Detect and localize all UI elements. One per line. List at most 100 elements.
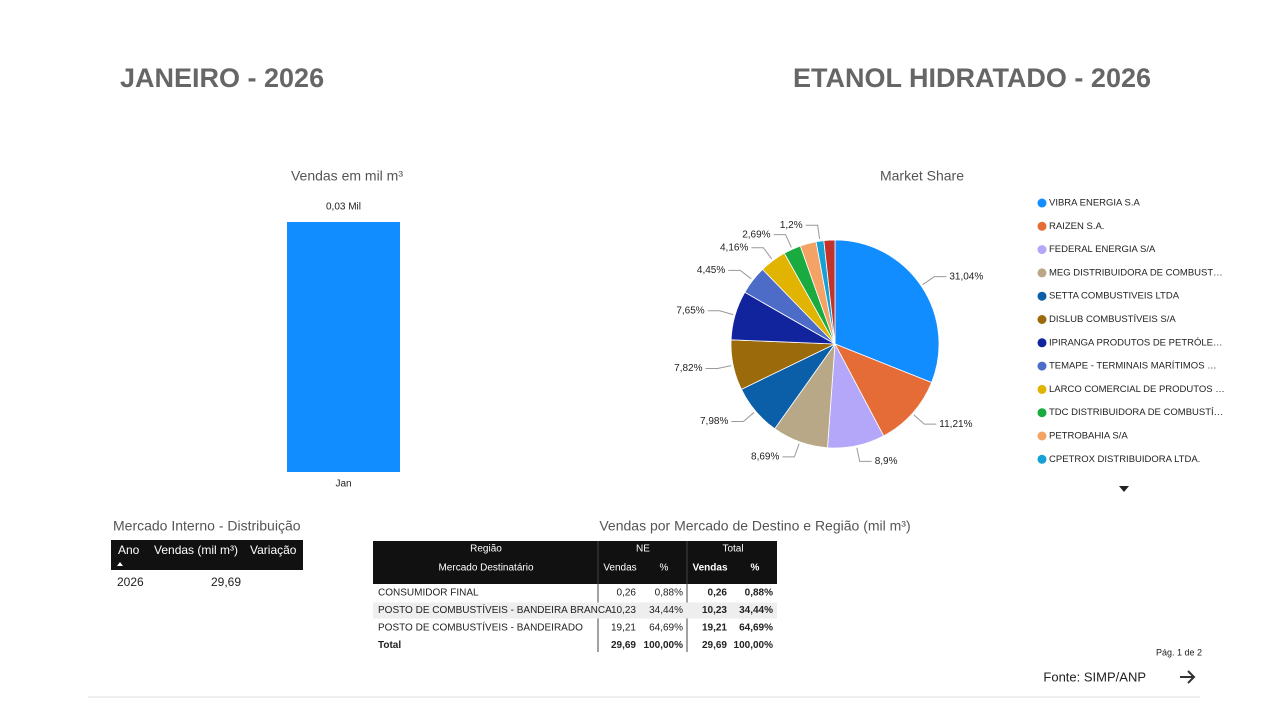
source: Fonte: SIMP/ANP: [1043, 669, 1146, 684]
legend-marker: [1037, 198, 1047, 208]
bar-title: Vendas em mil m³: [291, 168, 403, 184]
table-cell: POSTO DE COMBUSTÍVEIS - BANDEIRADO: [378, 621, 583, 634]
legend-marker: [1037, 245, 1047, 255]
column-header: Vendas: [603, 563, 636, 574]
legend-marker: [1037, 431, 1047, 441]
slice-label: 7,82%: [674, 363, 702, 374]
table-cell: 10,23: [702, 605, 727, 616]
leader-line: [856, 447, 872, 462]
pie-title: Market Share: [880, 168, 964, 184]
column-header: Ano: [118, 543, 140, 557]
slice-label: 2,69%: [742, 229, 770, 240]
slice-label: 31,04%: [949, 271, 983, 282]
table-cell: 2026: [117, 575, 144, 589]
table-header: [111, 540, 303, 570]
table-cell: 100,00%: [644, 640, 684, 651]
legend-label: VIBRA ENERGIA S.A: [1049, 198, 1140, 209]
legend-label: TEMAPE - TERMINAIS MARÍTIMOS …: [1049, 361, 1217, 372]
group-header: Região: [470, 544, 502, 555]
table-cell: 29,69: [702, 640, 727, 651]
table-cell: 29,69: [211, 575, 241, 589]
legend-label: CPETROX DISTRIBUIDORA LTDA.: [1049, 454, 1200, 465]
legend-label: PETROBAHIA S/A: [1049, 431, 1128, 442]
leader-line: [805, 224, 821, 240]
legend-marker: [1037, 361, 1047, 371]
table-cell: 0,26: [617, 588, 637, 599]
table-header: [373, 541, 777, 584]
row-stripe: [373, 602, 777, 619]
leader-line: [751, 247, 773, 260]
leader-line: [773, 234, 792, 248]
group-header: NE: [636, 544, 650, 555]
legend-marker: [1037, 268, 1047, 278]
slice-label: 1,2%: [780, 220, 803, 231]
x-tick-label: Jan: [335, 479, 351, 490]
table-cell: 19,21: [611, 623, 636, 634]
leader-line: [731, 412, 755, 422]
legend-marker: [1037, 454, 1047, 464]
legend-marker: [1037, 221, 1047, 231]
value-label: 0,03 Mil: [326, 202, 361, 213]
table-cell: Total: [378, 640, 401, 651]
legend-marker: [1037, 315, 1047, 324]
legend-label: RAIZEN S.A.: [1049, 221, 1104, 232]
table-cell: 0,88%: [745, 588, 773, 599]
group-header: Total: [722, 544, 743, 555]
legend-marker: [1037, 408, 1047, 418]
table-cell: 0,26: [708, 588, 728, 599]
leader-line: [705, 365, 732, 369]
table-cell: 29,69: [611, 640, 636, 651]
table-cell: 19,21: [702, 623, 727, 634]
legend-marker: [1037, 338, 1047, 348]
slice-label: 4,16%: [720, 242, 748, 253]
table-cell: 64,69%: [739, 623, 773, 634]
slice-label: 8,69%: [751, 452, 779, 463]
legend-marker: [1037, 291, 1047, 301]
next-page[interactable]: [1180, 670, 1196, 684]
bar: [287, 222, 400, 472]
page-number: Pág. 1 de 2: [1156, 647, 1202, 657]
slice-label: 7,98%: [700, 416, 728, 427]
legend-label: SETTA COMBUSTIVEIS LTDA: [1049, 291, 1180, 302]
summary-title: Mercado Interno - Distribuição: [113, 518, 301, 534]
column-header: Mercado Destinatário: [438, 563, 533, 574]
pie-slice: [823, 239, 836, 345]
legend-label: IPIRANGA PRODUTOS DE PETRÓLE…: [1049, 337, 1223, 348]
column-header: Vendas (mil m³): [154, 543, 238, 557]
legend-label: LARCO COMERCIAL DE PRODUTOS …: [1049, 384, 1225, 395]
product-title: ETANOL HIDRATADO - 2026: [793, 63, 1151, 93]
page-title: JANEIRO - 2026: [120, 63, 324, 93]
slice-label: 7,65%: [676, 305, 704, 316]
leader-line: [707, 310, 734, 316]
slice-label: 11,21%: [939, 419, 972, 430]
legend-label: DISLUB COMBUSTÍVEIS S/A: [1049, 314, 1176, 325]
table-cell: 100,00%: [734, 640, 774, 651]
region-title: Vendas por Mercado de Destino e Região (…: [599, 518, 910, 534]
table-cell: 10,23: [611, 605, 636, 616]
column-header: Vendas: [692, 563, 727, 574]
legend-scroll[interactable]: [1119, 486, 1129, 492]
legend-label: FEDERAL ENERGIA S/A: [1049, 244, 1156, 255]
slice-label: 4,45%: [697, 265, 725, 276]
leader-line: [922, 276, 947, 285]
column-header: %: [751, 563, 760, 574]
legend-marker: [1037, 384, 1047, 394]
table-cell: CONSUMIDOR FINAL: [378, 588, 479, 599]
sort-icon: [117, 562, 123, 566]
leader-line: [913, 414, 937, 425]
table-cell: 64,69%: [649, 623, 683, 634]
column-header: %: [660, 563, 669, 574]
slice-label: 8,9%: [875, 456, 898, 467]
column-header: Variação: [250, 543, 297, 557]
leader-line: [728, 269, 752, 280]
table-cell: 0,88%: [655, 588, 683, 599]
legend-label: MEG DISTRIBUIDORA DE COMBUST…: [1049, 267, 1223, 278]
leader-line: [782, 443, 800, 458]
pie-slice: [834, 343, 933, 437]
table-cell: POSTO DE COMBUSTÍVEIS - BANDEIRA BRANCA: [378, 603, 612, 616]
pie-slice: [834, 239, 940, 384]
table-cell: 34,44%: [649, 605, 683, 616]
legend-label: TDC DISTRIBUIDORA DE COMBUSTÍ…: [1049, 407, 1223, 418]
